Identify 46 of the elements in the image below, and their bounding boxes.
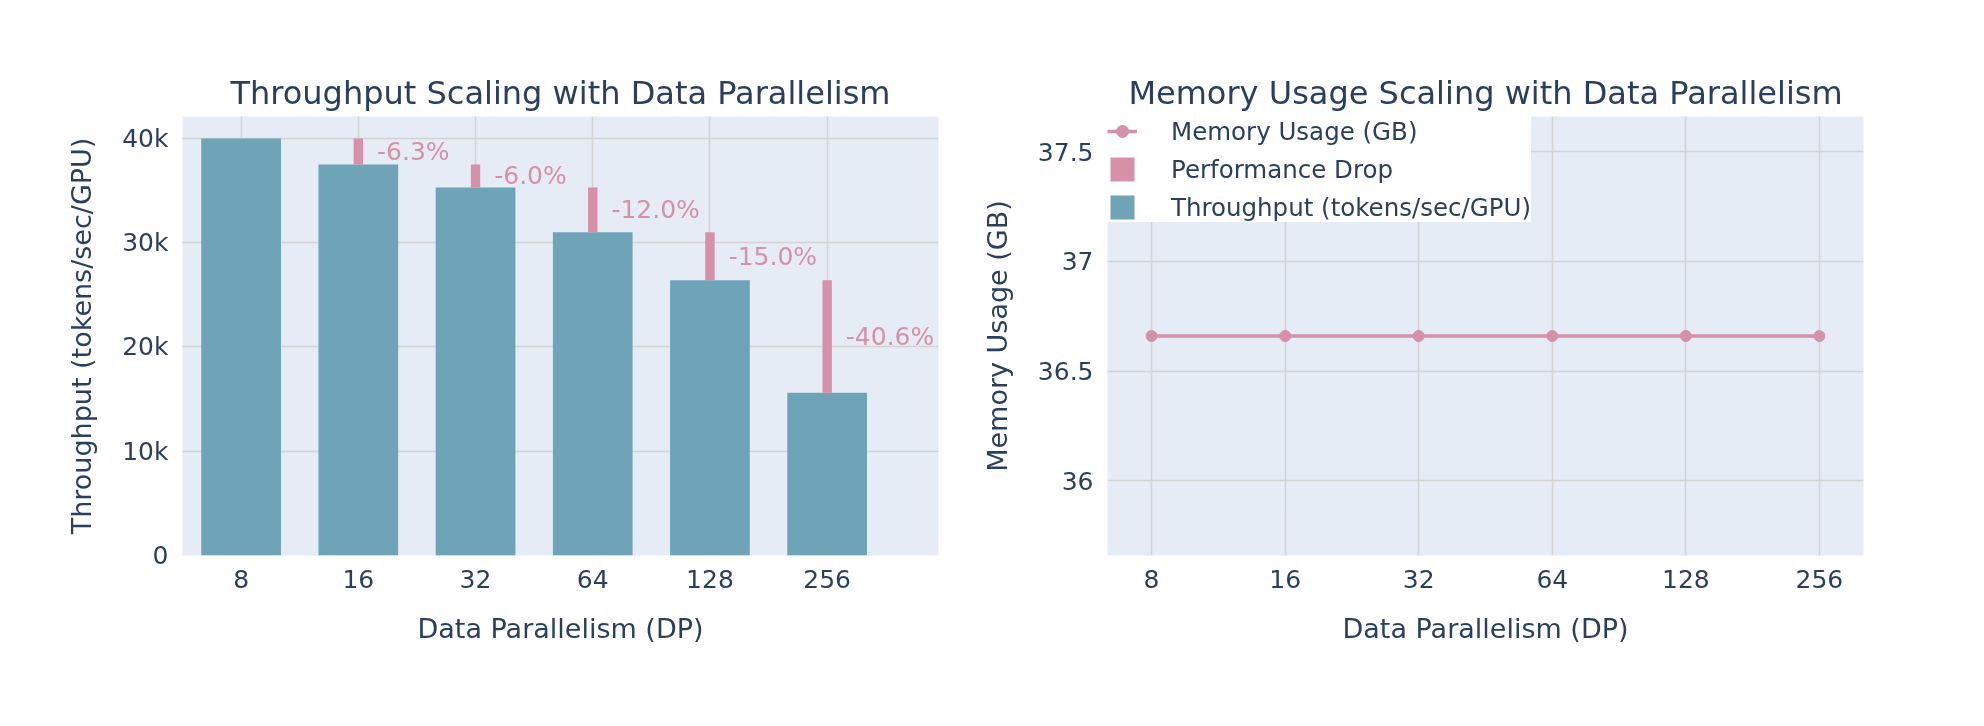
bar [552,232,633,556]
bar [670,280,750,556]
bar [705,232,715,281]
x-tick-label: 64 [576,564,609,594]
x-axis-title: Data Parallelism (DP) [417,612,704,644]
x-axis-title: Data Parallelism (DP) [1342,612,1629,644]
x-tick-label: 8 [1143,564,1160,594]
y-tick-label: 20k [122,332,170,362]
annotation: -6.3% [377,136,450,166]
annotation: -40.6% [845,322,935,352]
x-tick-label: 64 [1536,564,1569,594]
y-tick-label: 30k [122,228,170,258]
bar [787,392,867,556]
bar [435,187,516,556]
chart-title: Memory Usage Scaling with Data Parallelism [1128,73,1843,112]
x-tick-label: 32 [1402,564,1435,594]
y-tick-label: 40k [122,123,170,153]
x-tick-label: 32 [459,564,492,594]
x-tick-label: 256 [1795,564,1844,594]
x-tick-label: 128 [686,564,734,594]
x-tick-label: 128 [1661,564,1710,594]
bar [588,187,598,233]
y-tick-label: 0 [152,541,169,570]
x-tick-label: 256 [803,564,852,594]
y-axis-title: Memory Usage (GB) [981,200,1013,472]
y-tick-label: 10k [122,436,170,466]
y-tick-label: 37.5 [1037,137,1094,167]
legend-label: Memory Usage (GB) [1171,116,1418,146]
bar [353,138,363,165]
annotation: -15.0% [728,241,818,271]
bar [318,164,399,556]
y-tick-label: 36 [1061,466,1094,496]
y-tick-label: 37 [1061,247,1094,277]
bar [201,138,281,556]
y-axis-title: Throughput (tokens/sec/GPU) [66,137,98,536]
annotation: -6.0% [494,161,567,191]
chart-title: Throughput Scaling with Data Parallelism [229,73,891,112]
y-tick-label: 36.5 [1037,357,1094,387]
legend-label: Performance Drop [1171,154,1393,184]
legend-label: Throughput (tokens/sec/GPU) [1171,192,1531,222]
bar [470,164,481,188]
x-tick-label: 16 [342,564,375,594]
x-tick-label: 8 [233,564,250,594]
bar [822,280,832,393]
annotation: -12.0% [611,195,700,225]
x-tick-label: 16 [1269,564,1302,594]
